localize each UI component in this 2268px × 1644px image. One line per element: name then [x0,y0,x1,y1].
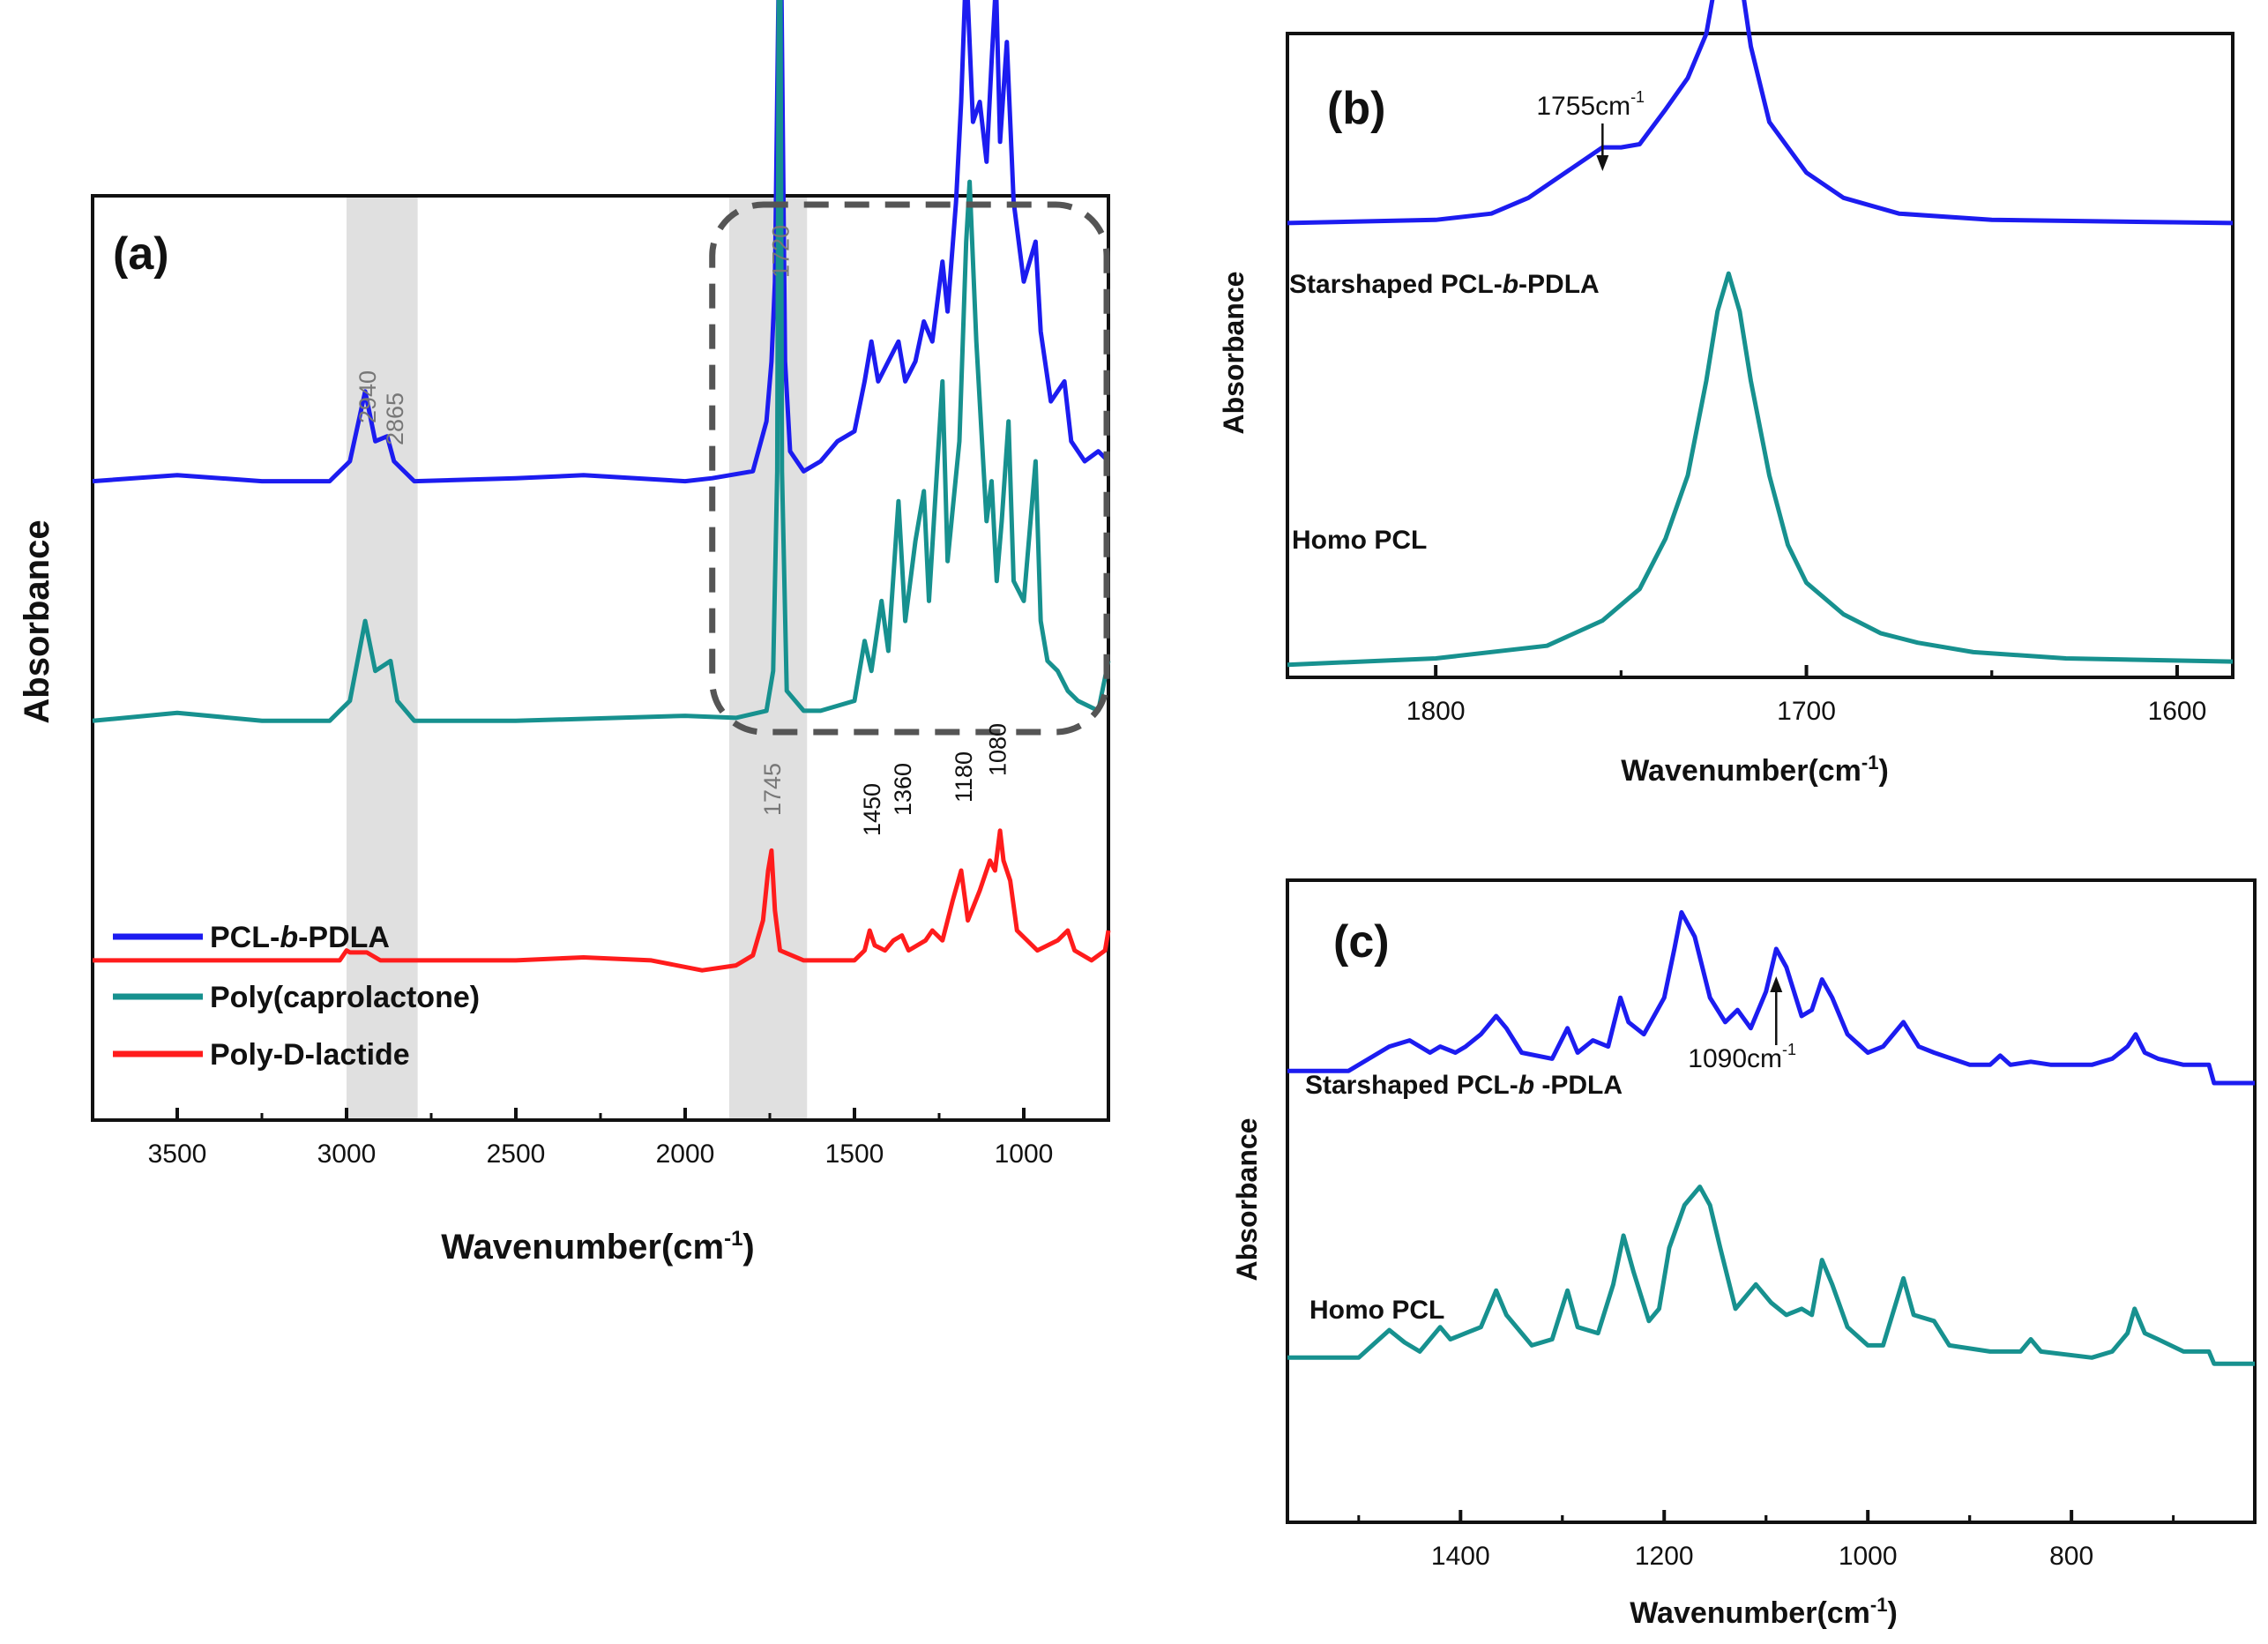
series-label-part: -PDLA [1518,270,1600,299]
panel-a: 2940 2865 1720 1745 1450 1360 1180 1080 3500 300… [18,0,1111,1267]
peak-label: 2940 [354,370,381,423]
x-tick-label: 1000 [1839,1542,1898,1571]
x-tick-label: 1700 [1777,697,1836,726]
series-line-2 [92,0,1111,723]
x-tick-label: 1200 [1635,1542,1694,1571]
arrow-head [1596,155,1609,171]
series-labels-c: Starshaped PCL-b -PDLA Homo PCL [1305,1071,1623,1325]
y-axis-title-a: Absorbance [18,519,56,723]
legend-a: PCL-b-PDLA Poly(caprolactone) Poly-D-lacti… [113,921,480,1072]
x-tick-label: 1400 [1431,1542,1490,1571]
x-tick-label: 1800 [1406,697,1466,726]
series-label-part: Starshaped PCL- [1289,270,1503,299]
x-tick-label: 2500 [487,1140,546,1169]
dashed-region-box [709,201,1110,736]
annotation-text: 1755cm [1536,92,1630,121]
legend-label: Poly-D-lactide [210,1038,410,1072]
x-tick-label: 2000 [656,1140,715,1169]
peak-label: 1720 [768,225,795,278]
peak-label: 1360 [890,763,916,816]
panel-label-b: (b) [1327,83,1385,134]
series-group-a [92,0,1111,973]
annotation-label: 1755cm-1 [1536,88,1645,121]
series-label-part: b [1518,1071,1534,1100]
annotation-b: 1755cm-1 [1536,88,1645,171]
series-label: Homo PCL [1292,526,1427,555]
x-tick-label: 800 [2049,1542,2093,1571]
series-line-1 [1287,0,2234,226]
x-tick-label: 1000 [995,1140,1054,1169]
series-label: Homo PCL [1309,1296,1444,1325]
plot-frame-c [1286,878,2257,1524]
panel-b: 1800 1700 1600 1755cm-1 (b) Absorbance Wav… [1218,0,2234,788]
series-label-part: Homo PCL [1292,526,1427,555]
arrow-head [1770,976,1783,992]
series-group-c [1287,909,2255,1366]
series-line-3 [93,828,1111,973]
highlight-band [728,196,808,1120]
peak-label: 1080 [984,723,1011,776]
annotation-text: 1090cm [1688,1044,1782,1073]
legend-label: PCL-b-PDLA [210,921,390,954]
x-axis-title-c: Wavenumber(cm-1) [1630,1594,1898,1630]
x-tick-label: 1500 [825,1140,884,1169]
series-label-part: Homo PCL [1309,1296,1444,1325]
panel-label-a: (a) [113,228,169,280]
annotation-sup: -1 [1782,1041,1796,1058]
series-label-part: Starshaped PCL- [1305,1071,1518,1100]
x-axis-title-b: Wavenumber(cm-1) [1621,751,1889,788]
legend-label-part: -PDLA [298,921,390,954]
series-label: Starshaped PCL-b-PDLA [1289,270,1600,299]
annotation-label: 1090cm-1 [1688,1041,1796,1073]
annotation-sup: -1 [1630,88,1645,106]
x-axis-b: 1800 1700 1600 [1406,665,2207,726]
panel-label-c: (c) [1333,916,1390,968]
x-tick-label: 1600 [2148,697,2207,726]
series-label-part: -PDLA [1534,1071,1623,1100]
y-axis-title-b: Absorbance [1218,272,1250,435]
x-axis-title-a: Wavenumber(cm-1) [441,1227,755,1267]
highlight-bands [347,196,808,1120]
plot-frame-b [1286,32,2234,679]
peak-label: 1745 [759,763,786,816]
x-axis-a: 3500 3000 2500 2000 1500 1000 [91,1108,1110,1169]
series-label: Starshaped PCL-b -PDLA [1305,1071,1623,1100]
panel-c: 1400 1200 1000 800 1090cm-1 (c) Absorbance … [1231,878,2257,1630]
legend-label: Poly(caprolactone) [210,981,480,1014]
peak-label: 1180 [951,751,977,803]
x-tick-label: 3000 [317,1140,377,1169]
series-group-b [1287,0,2234,668]
peak-label: 2865 [382,392,408,445]
series-line-1 [1287,909,2255,1086]
series-line-2 [1287,1184,2255,1366]
annotation-c: 1090cm-1 [1688,976,1796,1073]
series-label-part: b [1503,270,1518,299]
x-axis-c: 1400 1200 1000 800 [1357,1510,2175,1571]
peak-label: 1450 [859,783,885,836]
series-labels-b: Starshaped PCL-b-PDLA Homo PCL [1289,270,1600,555]
series-line-1 [92,0,1110,484]
legend-label-part: b [280,921,298,954]
legend-label-part: PCL- [210,921,280,954]
series-line-2 [1287,271,2234,668]
x-tick-label: 3500 [148,1140,207,1169]
peak-labels-a: 2940 2865 1720 1745 1450 1360 1180 1080 [354,225,1011,836]
y-axis-title-c: Absorbance [1231,1118,1263,1282]
